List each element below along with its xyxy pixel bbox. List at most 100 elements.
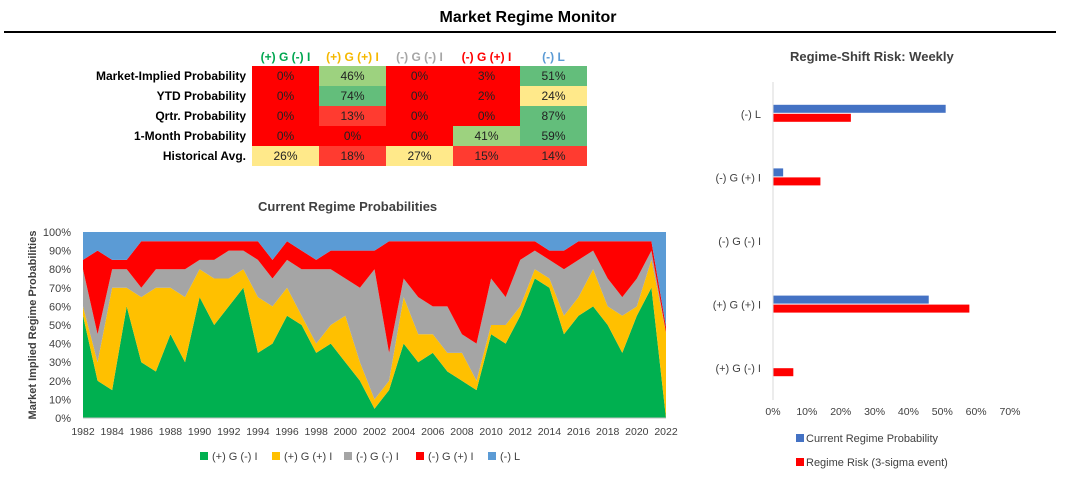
area-chart-title: Current Regime Probabilities: [258, 199, 438, 214]
table-cell: 59%: [520, 126, 587, 146]
x-tick-label: 2020: [625, 426, 649, 438]
table-row: YTD Probability 0% 74% 0% 2% 24%: [72, 86, 587, 106]
area-series-2: [83, 250, 666, 400]
x-tick-label: 2012: [509, 426, 533, 438]
legend-label: Regime Risk (3-sigma event): [806, 457, 948, 469]
regime-shift-bar-chart: (-) L (-) G (+) I (-) G (-) I (+) G (+) I (+…: [713, 82, 1021, 469]
y-tick-label: 30%: [49, 357, 71, 369]
y-tick-label: 70%: [49, 283, 71, 295]
table-column-header: (-) L: [542, 50, 565, 64]
x-tick-label: 1982: [71, 426, 95, 438]
table-cell: 3%: [453, 66, 520, 86]
category-label: (-) G (-) I: [718, 236, 761, 248]
area-series-3: [83, 241, 666, 353]
area-series-0: [83, 278, 666, 418]
x-tick-label: 1998: [305, 426, 329, 438]
x-tick-label: 2022: [654, 426, 678, 438]
table-cell: 24%: [520, 86, 587, 106]
table-cell: 0%: [386, 126, 453, 146]
legend-swatch: [200, 452, 208, 460]
x-tick-label: 2006: [421, 426, 445, 438]
category-label: (-) L: [741, 109, 761, 121]
table-row: 1-Month Probability 0% 0% 0% 41% 59%: [72, 126, 587, 146]
legend-swatch: [344, 452, 352, 460]
x-tick-label: 2014: [538, 426, 562, 438]
y-tick-label: 80%: [49, 264, 71, 276]
legend-label: Current Regime Probability: [806, 433, 939, 445]
x-tick-label: 2016: [567, 426, 591, 438]
bar-1: [773, 113, 851, 122]
table-column-header: (-) G (+) I: [461, 50, 512, 64]
legend-label: (+) G (+) I: [284, 451, 332, 463]
x-tick-label: 1988: [159, 426, 183, 438]
legend-swatch: [416, 452, 424, 460]
title-divider: [4, 31, 1056, 33]
x-tick-label: 1984: [100, 426, 124, 438]
table-cell: 14%: [520, 146, 587, 166]
x-tick-label: 1996: [275, 426, 299, 438]
area-series-1: [83, 259, 666, 418]
y-tick-label: 100%: [43, 227, 71, 239]
legend-swatch: [796, 458, 804, 466]
table-row: Historical Avg. 26% 18% 27% 15% 14%: [72, 146, 587, 166]
x-tick-label: 2004: [392, 426, 416, 438]
bar-0: [773, 168, 784, 177]
row-label: Qrtr. Probability: [155, 109, 246, 123]
table-cell: 0%: [252, 126, 319, 146]
table-cell: 0%: [386, 106, 453, 126]
x-tick-label: 2000: [334, 426, 358, 438]
table-cell: 46%: [319, 66, 386, 86]
table-cell: 74%: [319, 86, 386, 106]
x-tick-label: 70%: [999, 406, 1020, 418]
y-axis-label: Market Implied Regime Probabilities: [27, 231, 39, 420]
bar-0: [773, 104, 946, 113]
x-tick-label: 20%: [830, 406, 851, 418]
regime-probability-table: (+) G (-) I (+) G (+) I (-) G (-) I (-) …: [72, 48, 587, 166]
table-cell: 13%: [319, 106, 386, 126]
table-cell: 2%: [453, 86, 520, 106]
category-label: (+) G (-) I: [715, 363, 761, 375]
x-tick-label: 40%: [898, 406, 919, 418]
y-tick-label: 50%: [49, 320, 71, 332]
legend-label: (+) G (-) I: [212, 451, 258, 463]
table-cell: 26%: [252, 146, 319, 166]
table-cell: 87%: [520, 106, 587, 126]
y-tick-label: 20%: [49, 376, 71, 388]
x-tick-label: 60%: [966, 406, 987, 418]
table-cell: 18%: [319, 146, 386, 166]
table-cell: 0%: [386, 86, 453, 106]
table-cell: 15%: [453, 146, 520, 166]
legend-swatch: [272, 452, 280, 460]
bar-chart-title: Regime-Shift Risk: Weekly: [790, 49, 954, 64]
y-tick-label: 60%: [49, 301, 71, 313]
x-tick-label: 2002: [363, 426, 387, 438]
table-column-header: (+) G (-) I: [260, 50, 311, 64]
bar-0: [773, 295, 929, 304]
table-cell: 0%: [252, 106, 319, 126]
bar-1: [773, 304, 970, 313]
table-corner: [72, 48, 252, 66]
row-label: YTD Probability: [156, 89, 246, 103]
legend-label: (-) G (+) I: [428, 451, 474, 463]
x-tick-label: 2010: [479, 426, 503, 438]
legend-label: (-) L: [500, 451, 520, 463]
x-tick-label: 30%: [864, 406, 885, 418]
x-tick-label: 50%: [932, 406, 953, 418]
y-tick-label: 40%: [49, 339, 71, 351]
table-cell: 51%: [520, 66, 587, 86]
x-tick-label: 0%: [765, 406, 780, 418]
regime-area-chart: 0% 10% 20% 30% 40% 50% 60% 70% 80% 90% 100% Market …: [27, 227, 678, 463]
bar-1: [773, 368, 794, 377]
table-cell: 41%: [453, 126, 520, 146]
table-cell: 0%: [386, 66, 453, 86]
y-tick-label: 0%: [55, 413, 71, 425]
row-label: 1-Month Probability: [134, 129, 246, 143]
table-cell: 27%: [386, 146, 453, 166]
row-label: Historical Avg.: [162, 149, 246, 163]
x-tick-label: 1994: [246, 426, 270, 438]
y-tick-label: 10%: [49, 394, 71, 406]
table-row: Market-Implied Probability 0% 46% 0% 3% …: [72, 66, 587, 86]
x-tick-label: 10%: [796, 406, 817, 418]
table-column-header: (-) G (-) I: [396, 50, 443, 64]
table-cell: 0%: [252, 86, 319, 106]
